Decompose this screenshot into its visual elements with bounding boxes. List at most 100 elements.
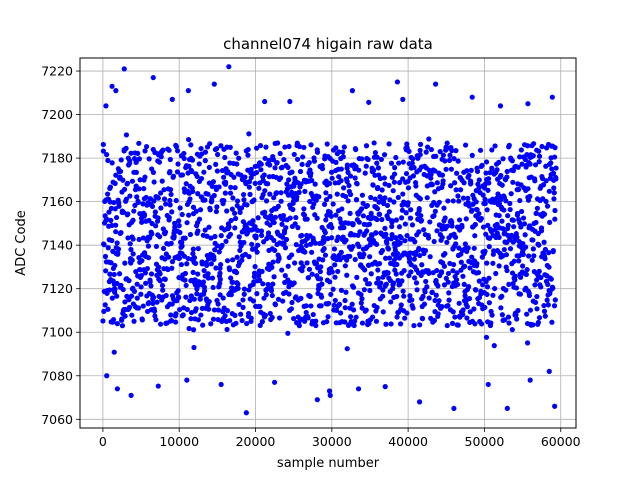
data-point xyxy=(491,248,497,254)
data-point xyxy=(218,143,224,149)
data-point xyxy=(150,300,156,306)
data-point xyxy=(434,267,440,274)
data-point xyxy=(496,159,502,165)
data-point xyxy=(239,257,245,263)
data-point xyxy=(136,186,142,192)
data-point xyxy=(501,246,507,253)
data-point xyxy=(474,261,480,267)
data-point xyxy=(193,306,199,312)
data-point xyxy=(278,190,284,196)
data-point xyxy=(232,312,238,319)
data-point xyxy=(270,259,276,265)
data-point xyxy=(521,221,528,227)
data-point xyxy=(324,212,330,218)
data-point xyxy=(314,397,320,403)
data-point xyxy=(485,187,491,193)
data-point xyxy=(232,185,238,191)
data-point xyxy=(416,229,422,235)
data-point xyxy=(146,300,152,306)
data-point xyxy=(313,322,319,329)
data-point xyxy=(163,201,169,207)
grid-lines xyxy=(80,58,576,428)
data-point xyxy=(499,293,505,299)
data-point xyxy=(190,204,197,210)
data-point xyxy=(206,306,212,312)
data-point xyxy=(517,291,524,297)
data-point xyxy=(476,185,482,191)
data-point xyxy=(526,253,532,259)
data-point xyxy=(373,241,380,247)
data-point xyxy=(286,177,292,183)
data-point xyxy=(482,196,488,202)
data-point xyxy=(138,273,144,279)
data-point xyxy=(215,151,221,158)
data-point xyxy=(300,263,306,270)
data-point xyxy=(157,234,163,240)
data-point xyxy=(158,154,164,160)
data-point xyxy=(501,207,507,213)
data-point xyxy=(195,228,201,234)
x-tick-label: 40000 xyxy=(388,434,428,449)
data-point xyxy=(474,207,480,213)
data-point xyxy=(261,239,267,245)
data-point xyxy=(404,232,410,239)
data-point xyxy=(511,224,517,230)
data-point xyxy=(157,321,164,327)
data-point xyxy=(237,247,243,254)
data-point xyxy=(131,318,137,324)
data-point xyxy=(469,152,475,158)
data-point xyxy=(271,195,277,201)
data-point xyxy=(390,286,396,292)
data-point xyxy=(261,172,267,178)
data-point xyxy=(400,176,406,182)
data-point xyxy=(157,278,163,284)
data-point xyxy=(230,279,236,285)
data-point xyxy=(205,275,211,281)
data-point xyxy=(330,201,336,207)
data-point xyxy=(324,319,330,325)
data-point xyxy=(376,211,383,218)
data-point xyxy=(529,257,535,263)
data-point xyxy=(389,223,395,230)
x-tick-label: 60000 xyxy=(541,434,581,449)
data-point xyxy=(336,174,342,180)
data-point xyxy=(240,304,246,310)
data-point xyxy=(243,410,249,416)
data-point xyxy=(121,186,128,192)
data-point xyxy=(236,301,242,308)
data-point xyxy=(400,159,406,165)
data-point xyxy=(398,234,404,241)
data-point xyxy=(424,195,430,201)
data-point xyxy=(291,315,297,322)
data-point xyxy=(317,276,324,282)
data-point xyxy=(485,176,492,182)
data-point xyxy=(318,294,325,300)
data-point xyxy=(207,141,213,147)
data-point xyxy=(444,239,450,245)
data-point xyxy=(208,261,214,267)
data-point xyxy=(366,99,372,105)
data-point xyxy=(350,307,357,313)
data-point xyxy=(145,243,152,249)
data-point xyxy=(103,268,109,274)
data-point xyxy=(185,255,191,262)
data-point xyxy=(141,211,148,218)
data-point xyxy=(280,298,286,304)
data-point xyxy=(476,211,482,217)
data-point xyxy=(131,288,138,294)
data-point xyxy=(449,147,455,154)
data-point xyxy=(213,161,219,168)
data-point xyxy=(411,164,417,171)
data-point xyxy=(385,246,392,252)
data-point xyxy=(347,191,354,198)
data-point xyxy=(368,271,374,277)
data-point xyxy=(195,317,201,323)
data-point xyxy=(337,310,344,316)
data-point xyxy=(104,373,110,379)
data-point xyxy=(552,403,558,409)
data-point xyxy=(368,210,374,217)
y-tick-label: 7160 xyxy=(41,194,73,209)
data-point xyxy=(318,264,324,270)
data-point xyxy=(397,321,404,327)
data-point xyxy=(244,320,250,327)
